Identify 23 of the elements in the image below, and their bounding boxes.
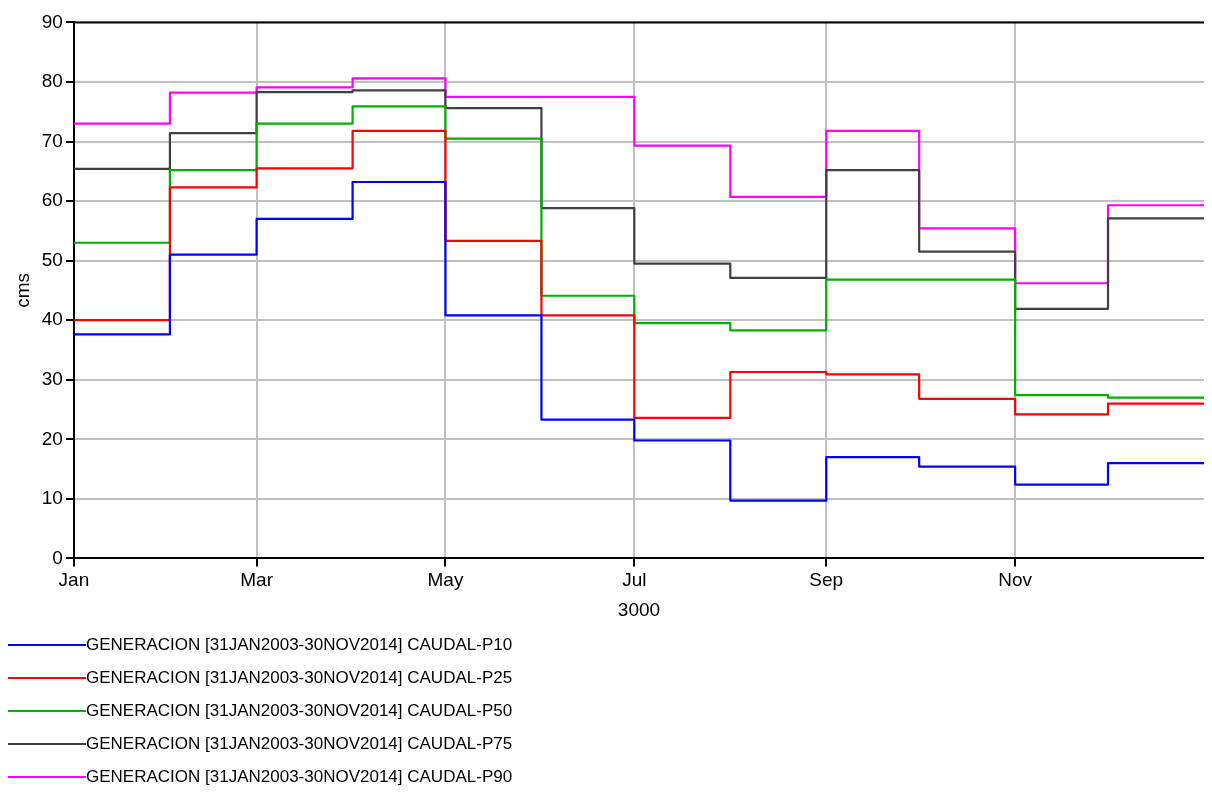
x-tick-label: Mar	[240, 569, 274, 591]
legend-label: GENERACION [31JAN2003-30NOV2014] CAUDAL-P25	[86, 667, 513, 688]
legend-label: GENERACION [31JAN2003-30NOV2014] CAUDAL-P10	[86, 634, 513, 655]
legend-label: GENERACION [31JAN2003-30NOV2014] CAUDAL-P75	[86, 733, 513, 754]
y-tick-label: 0	[52, 546, 63, 568]
x-tick-label: Jul	[622, 569, 647, 591]
y-tick-label: 40	[41, 308, 63, 330]
legend-label: GENERACION [31JAN2003-30NOV2014] CAUDAL-P50	[86, 700, 513, 721]
y-tick-label: 90	[41, 10, 63, 32]
y-tick-label: 60	[41, 189, 63, 211]
y-tick-label: 10	[41, 487, 63, 509]
y-tick-label: 70	[41, 129, 63, 151]
x-tick-label: Sep	[809, 569, 844, 591]
y-tick-label: 50	[41, 248, 63, 270]
y-tick-label: 80	[41, 70, 63, 92]
x-tick-label: Nov	[998, 569, 1033, 591]
x-tick-label: Jan	[58, 569, 90, 591]
y-tick-label: 20	[41, 427, 63, 449]
legend-label: GENERACION [31JAN2003-30NOV2014] CAUDAL-P90	[86, 766, 513, 787]
x-tick-label: May	[427, 569, 464, 591]
x-axis-title: 3000	[617, 598, 661, 620]
y-axis-title: cms	[11, 272, 33, 308]
y-tick-label: 30	[41, 367, 63, 389]
